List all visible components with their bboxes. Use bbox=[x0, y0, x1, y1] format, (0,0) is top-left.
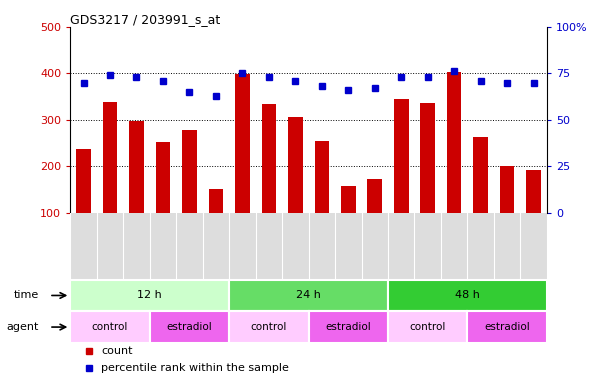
Bar bbox=[388, 311, 467, 343]
Text: count: count bbox=[101, 346, 133, 356]
Bar bbox=[500, 166, 514, 213]
Text: 24 h: 24 h bbox=[296, 290, 321, 300]
Bar bbox=[262, 104, 276, 213]
Text: 48 h: 48 h bbox=[455, 290, 480, 300]
Bar bbox=[526, 170, 541, 213]
Bar bbox=[150, 311, 229, 343]
Bar bbox=[315, 141, 329, 213]
Text: GDS3217 / 203991_s_at: GDS3217 / 203991_s_at bbox=[70, 13, 221, 26]
Bar bbox=[129, 121, 144, 213]
Bar bbox=[229, 311, 309, 343]
Bar bbox=[394, 99, 409, 213]
Text: control: control bbox=[409, 322, 446, 332]
Bar bbox=[420, 103, 435, 213]
Bar bbox=[103, 102, 117, 213]
Text: agent: agent bbox=[6, 322, 38, 332]
Bar bbox=[367, 179, 382, 213]
Text: time: time bbox=[13, 290, 38, 300]
Bar bbox=[474, 137, 488, 213]
Bar bbox=[388, 280, 547, 311]
Bar bbox=[309, 311, 388, 343]
Text: estradiol: estradiol bbox=[326, 322, 371, 332]
Bar bbox=[467, 311, 547, 343]
Bar bbox=[156, 142, 170, 213]
Bar bbox=[235, 74, 250, 213]
Text: control: control bbox=[92, 322, 128, 332]
Bar bbox=[229, 280, 388, 311]
Bar bbox=[182, 130, 197, 213]
Bar bbox=[208, 189, 223, 213]
Bar bbox=[288, 118, 302, 213]
Bar bbox=[447, 73, 461, 213]
Text: 12 h: 12 h bbox=[137, 290, 162, 300]
Bar bbox=[70, 280, 229, 311]
Text: control: control bbox=[251, 322, 287, 332]
Text: estradiol: estradiol bbox=[485, 322, 530, 332]
Text: percentile rank within the sample: percentile rank within the sample bbox=[101, 363, 289, 373]
Text: estradiol: estradiol bbox=[167, 322, 212, 332]
Bar bbox=[341, 186, 356, 213]
Bar bbox=[70, 311, 150, 343]
Bar bbox=[76, 149, 91, 213]
